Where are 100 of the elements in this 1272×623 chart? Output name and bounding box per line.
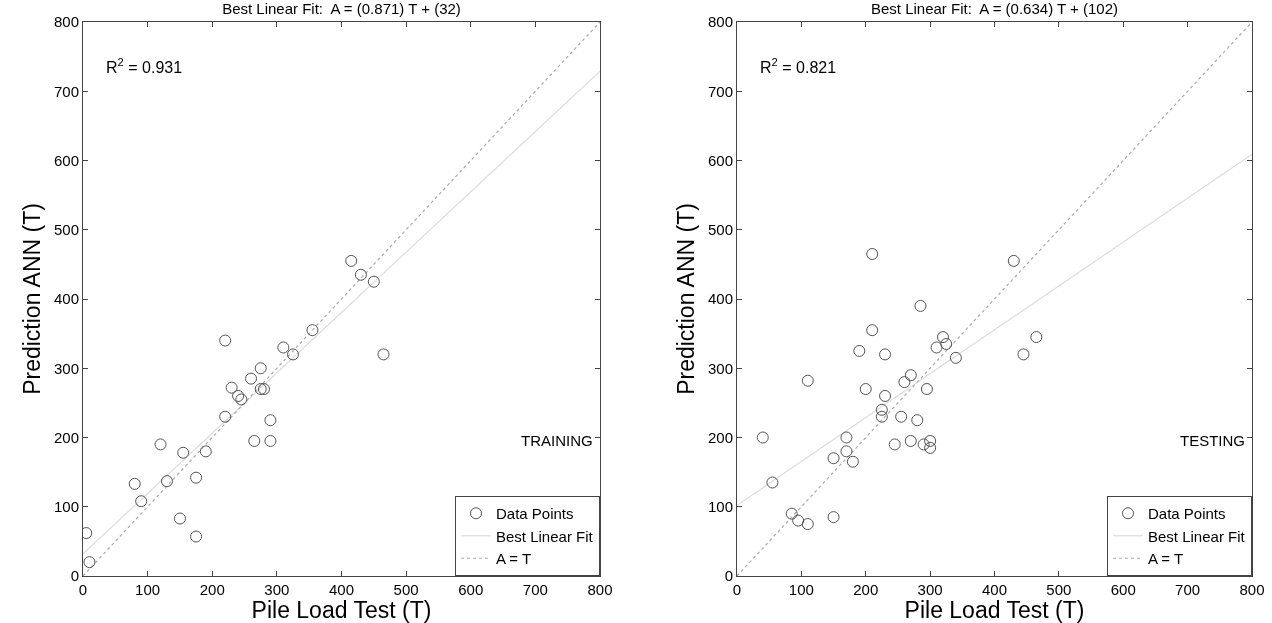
point: [235, 393, 248, 406]
point: [801, 518, 814, 531]
y-tick-label: 200: [53, 428, 79, 446]
annotation: R$^{2}$ = 0.931: [106, 56, 183, 76]
point: [914, 299, 927, 312]
x-tick-label: 300: [264, 581, 290, 598]
point: [245, 372, 258, 385]
y-tick-label: 0: [724, 567, 733, 585]
y-tick-label: 800: [53, 13, 79, 31]
point: [949, 351, 962, 364]
point: [190, 471, 203, 484]
x-tick-label: 100: [788, 581, 814, 598]
y-tick-label: 500: [53, 221, 79, 238]
x-tick-label: 500: [393, 581, 419, 598]
point: [190, 530, 203, 543]
point: [232, 389, 245, 402]
point: [911, 414, 924, 427]
y-tick-label: 700: [53, 82, 79, 100]
x-tick-label: 400: [981, 581, 1008, 598]
point: [154, 438, 167, 451]
x-tick-label: 400: [328, 581, 355, 598]
point: [895, 410, 908, 423]
point: [924, 434, 937, 447]
point: [135, 495, 148, 508]
point: [904, 434, 917, 447]
x-tick-label: 800: [1239, 581, 1265, 598]
x-tick-label: 500: [1046, 581, 1072, 598]
point: [904, 369, 917, 382]
point: [377, 348, 390, 361]
x-tick-label: 600: [458, 581, 484, 598]
point: [354, 268, 367, 281]
point: [264, 414, 277, 427]
point: [840, 431, 853, 444]
y-tick-label: 400: [707, 290, 733, 308]
point: [766, 476, 779, 489]
point: [367, 275, 380, 288]
y-axis-title: Prediction ANN (T): [673, 203, 700, 395]
x-tick-label: 600: [1110, 581, 1136, 598]
x-tick-label: 100: [135, 581, 161, 598]
legend-label: Best Linear Fit: [496, 527, 594, 545]
point: [1007, 254, 1020, 267]
point: [248, 434, 261, 447]
point: [846, 455, 859, 468]
legend-label: Data Points: [1148, 505, 1226, 523]
point: [827, 452, 840, 465]
x-tick-label: 300: [917, 581, 943, 598]
y-tick-label: 100: [707, 498, 733, 515]
point: [840, 445, 853, 458]
point: [1030, 331, 1043, 344]
x-tick-label: 800: [587, 581, 613, 598]
chart-title: Best Linear Fit: A = (0.871) T + (32): [222, 0, 461, 17]
legend-label: A = T: [496, 550, 532, 568]
x-axis-title: Pile Load Test (T): [904, 597, 1085, 623]
x-tick-label: 700: [522, 581, 548, 598]
point: [219, 334, 232, 347]
point: [264, 434, 277, 447]
point: [756, 431, 769, 444]
point: [920, 383, 933, 396]
point: [853, 344, 866, 357]
point: [898, 376, 911, 389]
point: [859, 383, 872, 396]
point: [345, 254, 358, 267]
legend-label: A = T: [1148, 550, 1184, 568]
point: [306, 324, 319, 337]
point: [879, 389, 892, 402]
point: [888, 438, 901, 451]
legend-label: Data Points: [496, 505, 574, 523]
annotation: R$^{2}$ = 0.821: [760, 56, 837, 76]
y-axis-title: Prediction ANN (T): [19, 203, 46, 395]
point: [1017, 348, 1030, 361]
y-tick-label: 800: [707, 13, 733, 31]
point: [937, 331, 949, 344]
y-tick-label: 600: [53, 151, 79, 169]
point: [917, 438, 930, 451]
annotation: TRAINING: [521, 432, 593, 449]
point: [128, 477, 141, 490]
point: [866, 247, 879, 260]
point: [254, 362, 267, 375]
point: [83, 556, 96, 569]
point: [225, 381, 238, 394]
point: [792, 514, 805, 527]
point: [199, 445, 212, 458]
point: [785, 507, 798, 520]
y-tick-label: 200: [707, 428, 733, 446]
point: [287, 348, 300, 361]
x-tick-label: 700: [1175, 581, 1201, 598]
point: [924, 441, 937, 454]
y-tick-label: 600: [707, 151, 733, 169]
point: [827, 511, 840, 524]
legend-label: Best Linear Fit: [1148, 527, 1246, 545]
y-tick-label: 0: [70, 567, 79, 585]
y-tick-label: 100: [53, 498, 79, 515]
y-tick-label: 500: [707, 221, 733, 238]
point: [875, 403, 888, 416]
y-tick-label: 700: [707, 82, 733, 100]
point: [940, 338, 953, 351]
chart-title: Best Linear Fit: A = (0.634) T + (102): [870, 0, 1119, 17]
point: [879, 348, 892, 361]
x-axis-title: Pile Load Test (T): [251, 597, 432, 623]
point: [866, 324, 879, 337]
